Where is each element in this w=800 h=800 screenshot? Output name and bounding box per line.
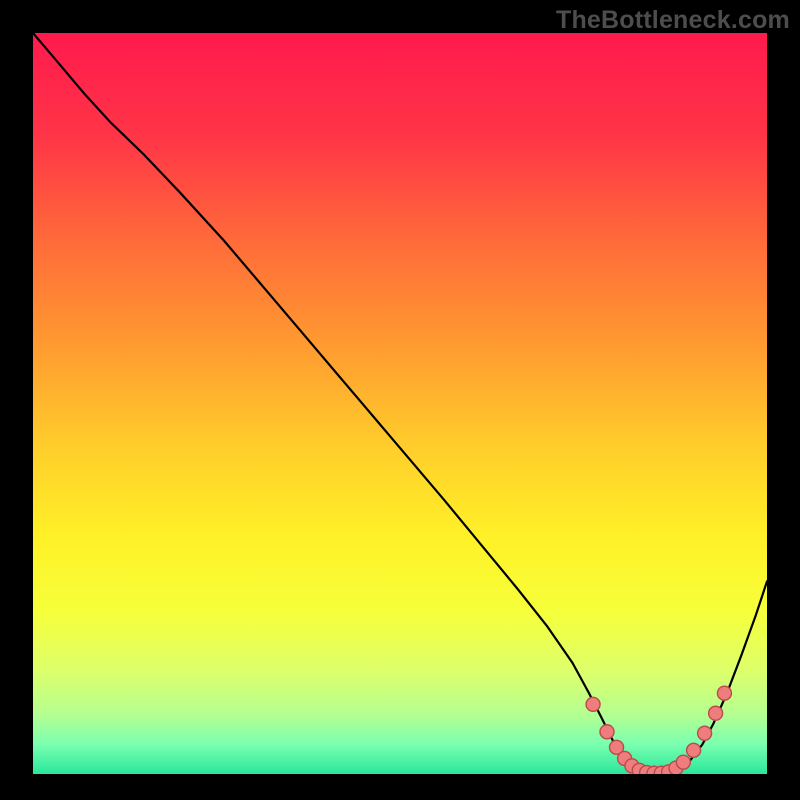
optimal-marker xyxy=(600,725,614,739)
chart-container: TheBottleneck.com xyxy=(0,0,800,800)
optimal-marker xyxy=(687,743,701,757)
bottleneck-chart xyxy=(0,0,800,800)
optimal-marker xyxy=(709,706,723,720)
optimal-marker xyxy=(676,755,690,769)
optimal-marker xyxy=(698,726,712,740)
optimal-marker xyxy=(586,697,600,711)
gradient-background xyxy=(33,33,767,774)
watermark-text: TheBottleneck.com xyxy=(556,6,790,35)
optimal-marker xyxy=(717,686,731,700)
